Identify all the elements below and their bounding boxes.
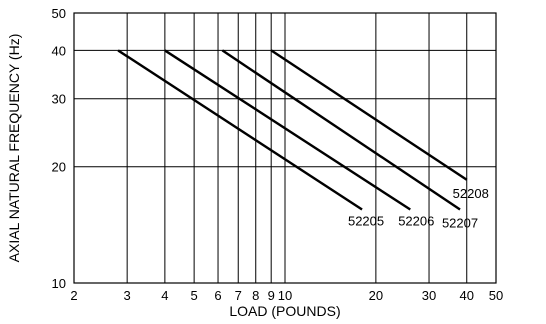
series-line-52205 — [117, 49, 363, 211]
x-tick-label: 2 — [70, 288, 77, 303]
x-tick-label: 8 — [252, 288, 259, 303]
x-tick-label: 7 — [235, 288, 242, 303]
series-label-52206: 52206 — [398, 213, 434, 228]
x-tick-label: 30 — [422, 288, 436, 303]
y-tick-label: 30 — [52, 92, 66, 107]
y-tick-label: 50 — [52, 6, 66, 21]
x-axis-title: LOAD (POUNDS) — [229, 303, 340, 319]
plot-area-frame — [73, 12, 497, 284]
x-axis-tick-labels: 2 3 4 5 6 7 8 9 10 20 30 40 50 — [70, 288, 503, 303]
x-tick-label: 6 — [214, 288, 221, 303]
y-axis-tick-labels: 10 20 30 40 50 — [52, 6, 66, 291]
x-tick-label: 5 — [191, 288, 198, 303]
series-line-52208 — [270, 49, 468, 181]
x-tick-label: 10 — [278, 288, 292, 303]
x-tick-label: 50 — [489, 288, 503, 303]
series-line-52206 — [164, 49, 411, 211]
grid-lines — [74, 13, 496, 283]
x-tick-label: 40 — [460, 288, 474, 303]
x-tick-label: 4 — [161, 288, 168, 303]
y-tick-label: 20 — [52, 160, 66, 175]
series-line-52207 — [221, 49, 461, 211]
series-labels: 52205 52206 52207 52208 — [348, 186, 489, 231]
x-tick-label: 3 — [124, 288, 131, 303]
x-tick-label: 20 — [369, 288, 383, 303]
y-axis-title: AXIAL NATURAL FREQUENCY (Hz) — [6, 34, 22, 263]
series-label-52207: 52207 — [442, 215, 478, 230]
x-tick-label: 9 — [268, 288, 275, 303]
series-lines — [117, 49, 468, 211]
series-label-52208: 52208 — [453, 186, 489, 201]
y-tick-label: 10 — [52, 276, 66, 291]
y-tick-label: 40 — [52, 43, 66, 58]
series-label-52205: 52205 — [348, 213, 384, 228]
